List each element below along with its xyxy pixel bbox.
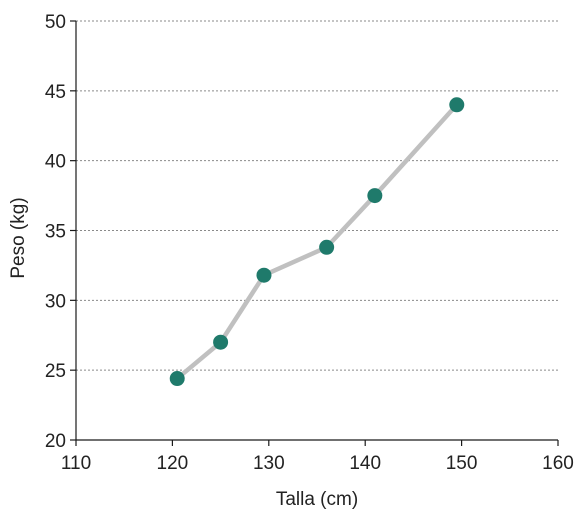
x-tick-label: 110 [61, 453, 91, 474]
x-axis-title: Talla (cm) [276, 489, 358, 510]
data-point[interactable] [169, 371, 185, 387]
y-tick-label: 50 [45, 12, 66, 33]
points-layer [169, 97, 465, 387]
x-tick-label: 120 [157, 453, 189, 474]
grid-layer [76, 20, 558, 371]
y-tick-label: 25 [45, 361, 66, 382]
data-point[interactable] [449, 97, 465, 113]
data-point[interactable] [319, 239, 335, 255]
x-tick-label: 160 [542, 453, 574, 474]
x-tick-label: 150 [446, 453, 478, 474]
y-tick-label: 45 [45, 82, 66, 103]
y-tick-label: 40 [45, 152, 66, 173]
y-tick-label: 30 [45, 291, 66, 312]
data-point[interactable] [367, 188, 383, 204]
x-tick-label: 130 [253, 453, 285, 474]
series-line [174, 102, 460, 381]
series-layer [174, 102, 460, 381]
y-axis-title: Peso (kg) [8, 197, 29, 278]
x-tick-label: 140 [349, 453, 381, 474]
data-point[interactable] [256, 267, 272, 283]
ticks-layer: 20 25 30 35 40 45 50 110 120 130 140 150 160 [45, 12, 574, 474]
data-point[interactable] [213, 334, 229, 350]
y-tick-label: 35 [45, 222, 66, 243]
y-tick-label: 20 [45, 431, 66, 452]
